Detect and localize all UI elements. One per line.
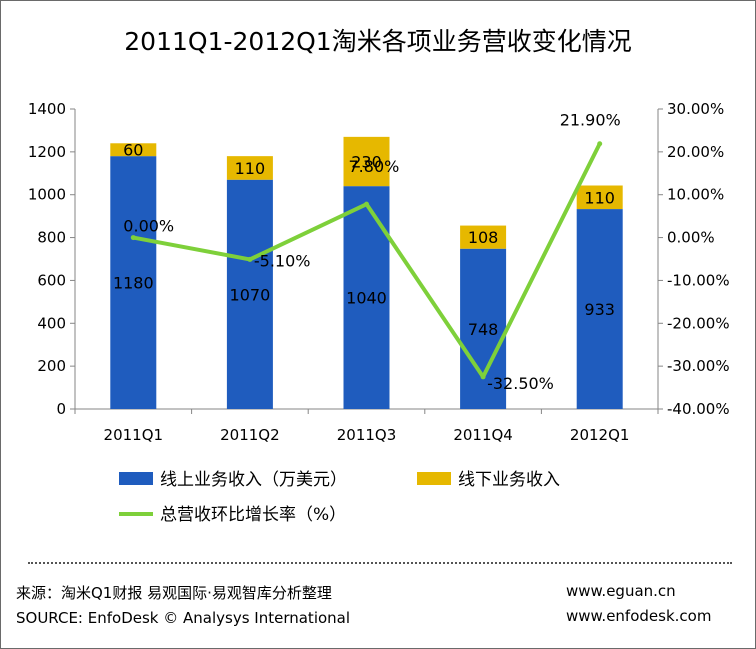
left-tick-label: 200 xyxy=(37,357,66,375)
left-tick-label: 1200 xyxy=(28,143,66,161)
legend-label-growth: 总营收环比增长率（%） xyxy=(160,505,346,525)
bar-offline xyxy=(460,225,507,249)
left-tick-label: 1000 xyxy=(28,186,66,204)
bar-online-label: 1040 xyxy=(346,289,387,308)
left-tick-label: 0 xyxy=(56,400,66,418)
bar-online-label: 1070 xyxy=(230,285,271,304)
source-cn: 来源：淘米Q1财报 易观国际·易观智库分析整理 xyxy=(16,584,332,602)
legend-label-offline: 线下业务收入 xyxy=(458,470,560,490)
bar-online xyxy=(110,156,157,409)
legend-swatch-online xyxy=(119,472,153,485)
bar-offline-label: 110 xyxy=(235,159,266,178)
growth-point xyxy=(247,256,253,262)
growth-label: 21.90% xyxy=(560,111,621,130)
bar-online xyxy=(226,179,273,409)
growth-point xyxy=(130,235,136,241)
bar-online-label: 1180 xyxy=(113,274,154,293)
right-tick-label: -40.00% xyxy=(667,400,730,418)
right-tick-label: -10.00% xyxy=(667,271,730,289)
x-tick-label: 2011Q4 xyxy=(453,426,513,444)
source-en: SOURCE: EnfoDesk © Analysys Internationa… xyxy=(16,609,351,627)
x-tick-label: 2011Q1 xyxy=(104,426,164,444)
bar-offline-label: 60 xyxy=(123,141,143,160)
url-enfodesk: www.enfodesk.com xyxy=(566,607,712,625)
url-eguan: www.eguan.cn xyxy=(566,582,676,600)
legend-label-online: 线上业务收入（万美元） xyxy=(160,470,347,490)
bar-offline xyxy=(343,136,390,187)
left-tick-label: 1400 xyxy=(28,100,66,118)
right-tick-label: 10.00% xyxy=(667,186,724,204)
legend-swatch-offline xyxy=(417,472,451,485)
left-tick-label: 600 xyxy=(37,271,66,289)
growth-point xyxy=(480,374,486,380)
bar-online-label: 748 xyxy=(468,320,499,339)
x-tick-label: 2011Q2 xyxy=(220,426,280,444)
bar-offline-label: 110 xyxy=(584,188,615,207)
right-tick-label: -20.00% xyxy=(667,314,730,332)
growth-point xyxy=(597,141,603,147)
bar-offline xyxy=(110,143,157,157)
x-tick-label: 2011Q3 xyxy=(337,426,397,444)
bar-offline xyxy=(576,185,623,210)
left-tick-label: 400 xyxy=(37,314,66,332)
footer-divider xyxy=(28,562,732,564)
growth-label: 7.80% xyxy=(349,157,400,176)
bar-online xyxy=(576,209,623,409)
bar-offline-label: 108 xyxy=(468,228,499,247)
growth-label: -32.50% xyxy=(487,374,554,393)
bar-online-label: 933 xyxy=(584,300,615,319)
growth-label: -5.10% xyxy=(254,251,311,270)
bar-offline xyxy=(226,156,273,180)
chart-canvas: 0 200 400 600 800 1000 1200 1400 -40.00% -30.00% -… xyxy=(28,100,730,525)
right-tick-label: 30.00% xyxy=(667,100,724,118)
left-tick-label: 800 xyxy=(37,229,66,247)
chart-title: 2011Q1-2012Q1淘米各项业务营收变化情况 xyxy=(124,27,632,56)
bar-online xyxy=(460,248,507,409)
right-tick-label: -30.00% xyxy=(667,357,730,375)
right-tick-label: 20.00% xyxy=(667,143,724,161)
x-tick-label: 2012Q1 xyxy=(570,426,630,444)
growth-label: 0.00% xyxy=(123,217,174,236)
growth-point xyxy=(364,201,369,207)
bar-offline-label: 230 xyxy=(351,153,382,172)
right-tick-label: 0.00% xyxy=(667,229,715,247)
